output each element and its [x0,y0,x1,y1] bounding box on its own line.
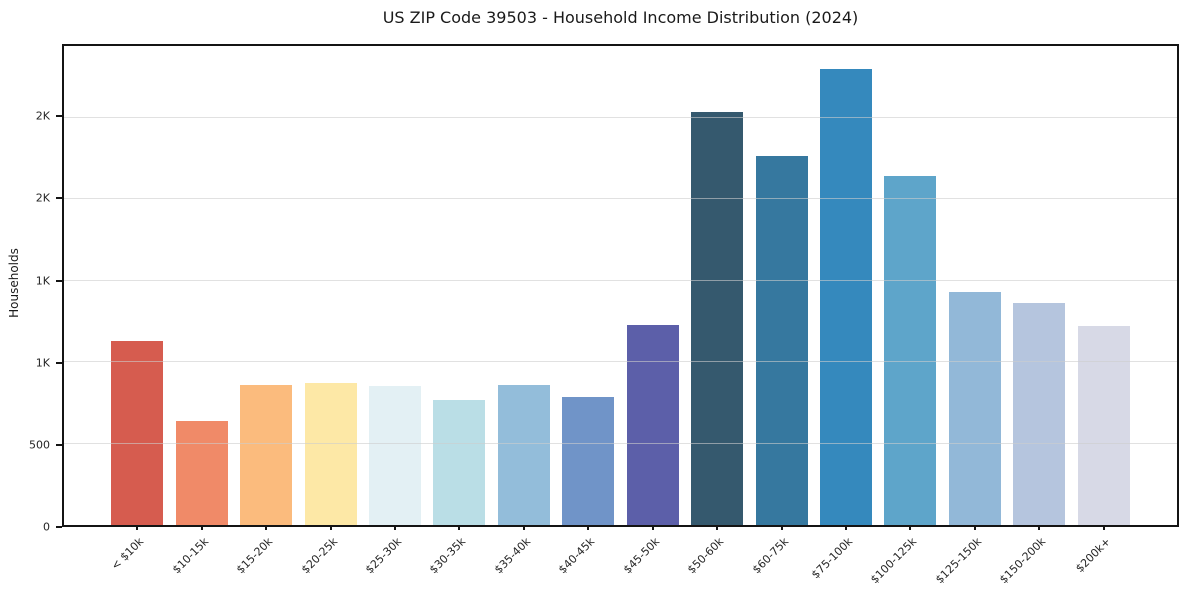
x-tick-label-10: $60-75k [749,535,791,577]
bar-slot-15: $200k+ [1072,46,1136,575]
x-tick-label-11: $75-100k [809,535,856,582]
bar-6 [497,384,550,525]
x-tick-label-0: < $10k [108,535,147,573]
bar-4 [368,385,421,525]
x-tick-mark-5 [458,525,461,530]
bar-7 [562,397,615,525]
y-tick-mark-0 [56,526,62,528]
x-tick-mark-14 [1038,525,1041,530]
y-tick-label-1000: 1K [35,356,50,370]
bar-10 [755,155,808,525]
x-tick-mark-15 [1102,525,1105,530]
bar-slot-12: $100-125k [869,46,942,586]
x-tick-label-4: $25-30k [362,535,405,577]
bar-12 [884,175,937,525]
y-tick-mark-1500 [56,279,62,282]
x-tick-mark-3 [329,525,332,530]
bar-slot-4: $25-30k [363,46,427,576]
x-tick-mark-8 [651,525,654,530]
bar-slot-6: $35-40k [492,46,556,576]
bar-5 [433,399,486,525]
bar-slot-7: $40-45k [556,46,620,576]
bar-slot-8: $45-50k [621,46,685,576]
bar-slot-1: $10-15k [169,46,233,576]
bar-slot-11: $75-100k [809,46,878,581]
x-tick-label-8: $45-50k [620,535,662,577]
x-tick-mark-10 [780,525,783,530]
x-tick-mark-4 [393,525,396,530]
y-tick-label-0: 0 [43,520,50,534]
plot-area: < $10k $10-15k $15-20k $20-25k $25-30k $30-35… [62,44,1179,586]
x-tick-label-13: $125-150k [932,535,985,587]
bar-15 [1077,326,1130,525]
bar-11 [820,68,873,525]
bar-slot-0: < $10k [105,46,169,573]
x-tick-mark-7 [587,525,590,530]
bar-3 [304,383,357,525]
x-tick-label-3: $20-25k [298,535,340,577]
x-tick-label-15: $200k+ [1072,535,1113,576]
bar-13 [948,292,1001,525]
x-tick-mark-1 [200,525,203,530]
y-tick-label-2500: 2K [35,109,50,123]
x-tick-label-2: $15-20k [234,535,276,577]
bar-8 [626,324,679,525]
bar-2 [240,384,293,525]
y-tick-label-500: 500 [29,438,50,452]
y-tick-mark-1000 [56,361,62,364]
x-tick-label-12: $100-125k [868,535,920,587]
y-axis: 0 500 1K 1K 2K 2K [0,44,62,534]
bar-slot-14: $150-200k [997,46,1071,586]
x-tick-mark-2 [265,525,268,530]
x-tick-mark-6 [522,525,525,530]
x-tick-mark-0 [136,525,139,530]
y-tick-mark-2500 [56,115,62,118]
x-tick-label-1: $10-15k [169,535,211,577]
x-tick-mark-9 [716,525,719,530]
bar-slot-10: $60-75k [749,46,813,576]
chart-title: US ZIP Code 39503 - Household Income Dis… [382,8,859,27]
bar-slot-3: $20-25k [298,46,362,576]
bar-slot-9: $50-60k [685,46,749,576]
x-tick-mark-13 [973,525,976,530]
x-tick-label-7: $40-45k [556,535,598,577]
bar-slot-2: $15-20k [234,46,298,576]
x-tick-mark-11 [845,525,848,530]
y-tick-mark-2000 [56,197,62,200]
bar-0 [111,340,164,525]
y-tick-label-2000: 2K [35,191,50,205]
bar-14 [1013,303,1066,525]
x-tick-label-14: $150-200k [997,535,1049,587]
bars-container: < $10k $10-15k $15-20k $20-25k $25-30k $30-35… [64,46,1177,586]
bar-slot-13: $125-150k [933,46,1007,586]
x-tick-label-6: $35-40k [491,535,534,577]
bar-1 [175,420,228,525]
x-tick-mark-12 [909,525,912,530]
x-tick-label-9: $50-60k [685,535,727,577]
x-tick-label-5: $30-35k [427,535,469,577]
y-tick-label-1500: 1K [35,274,50,288]
bar-slot-5: $30-35k [427,46,491,576]
bar-9 [691,112,744,525]
y-tick-mark-500 [56,443,62,446]
